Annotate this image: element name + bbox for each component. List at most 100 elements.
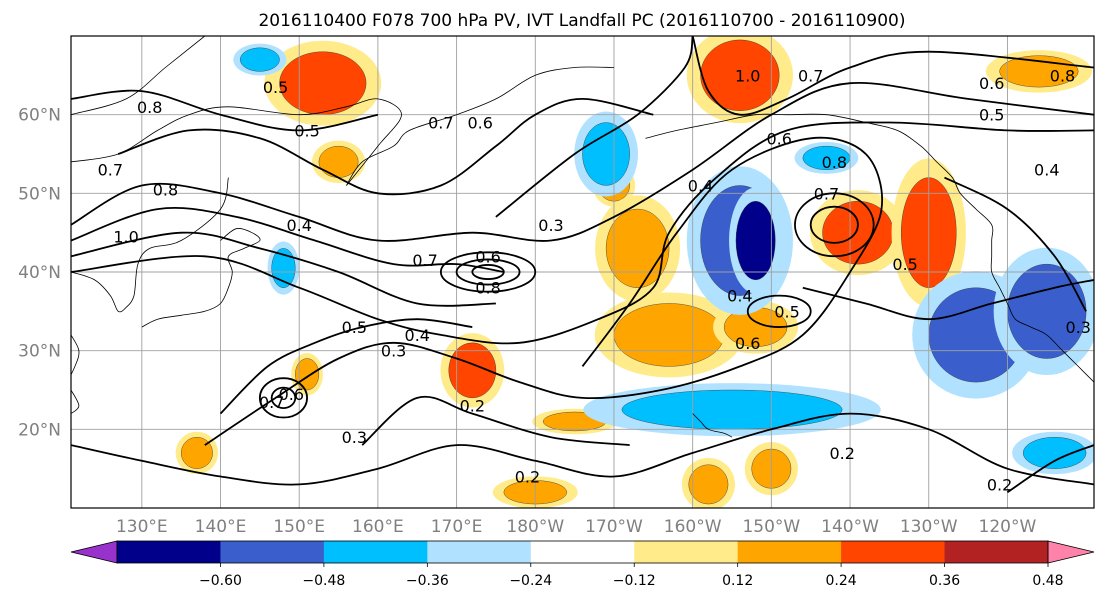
pv-closed-contour-3 [258, 377, 308, 419]
pv-contour-label-7: 0.7 [412, 251, 437, 270]
pv-contour-label-32: 0.6 [979, 74, 1004, 93]
pv-contour-label-20: 0.2 [515, 468, 540, 487]
lon-tick-label-10: 130°W [900, 517, 958, 537]
pv-contour-14 [1006, 444, 1094, 494]
colorbar-segment-4 [530, 541, 635, 563]
pv-contour-label-30: 0.5 [892, 255, 917, 274]
pv-contour-6 [71, 412, 1094, 486]
pv-contour-label-27: 0.4 [727, 287, 752, 306]
pv-contour-label-34: 0.4 [1034, 161, 1059, 180]
shaded-region-24 [239, 47, 280, 72]
colorbar-tick-label-8: 0.48 [1032, 573, 1063, 589]
pv-contour-0 [71, 81, 1094, 242]
pv-contour-label-19: 0.2 [460, 397, 485, 416]
pv-contour-2 [71, 231, 496, 307]
pv-closed-contour-5 [746, 294, 812, 328]
coastline-8 [692, 413, 733, 438]
pv-contour-8 [691, 36, 1094, 116]
colorbar-tick-label-6: 0.24 [826, 573, 857, 589]
pv-contour-label-6: 0.4 [286, 216, 311, 235]
colorbar-tick-label-7: 0.36 [929, 573, 960, 589]
lon-tick-label-2: 150°E [273, 517, 325, 537]
lon-tick-label-8: 150°W [742, 517, 800, 537]
pv-contour-5 [204, 136, 883, 446]
lon-tick-label-0: 130°E [116, 517, 168, 537]
shaded-region-18 [735, 201, 776, 281]
pv-contour-1 [71, 206, 504, 273]
lon-tick-label-1: 140°E [195, 517, 247, 537]
shaded-region-21 [1007, 263, 1087, 359]
pv-contour-label-0: 0.5 [263, 78, 288, 97]
pv-contour-label-36: 0.2 [829, 444, 854, 463]
pv-contour-label-5: 1.0 [113, 228, 138, 247]
pv-contour-9 [495, 36, 694, 218]
pv-contour-label-17: 0.6 [279, 385, 304, 404]
colorbar-tick-label-0: −0.60 [199, 573, 242, 589]
pv-contour-label-23: 0.6 [767, 129, 792, 148]
pv-contour-label-9: 0.8 [475, 279, 500, 298]
colorbar-segment-7 [841, 541, 946, 563]
pv-closed-contour-0 [439, 251, 537, 293]
lat-tick-label-1: 50°N [18, 184, 61, 204]
pv-contour-label-37: 0.2 [987, 475, 1012, 494]
colorbar-tick-label-3: −0.24 [509, 573, 552, 589]
coastline-6 [71, 389, 80, 414]
pv-contour-label-14: 0.4 [405, 326, 430, 345]
lon-tick-label-6: 170°W [585, 517, 643, 537]
colorbar-segment-0 [117, 541, 221, 563]
coastline-4 [141, 228, 261, 328]
figure-title: 2016110400 F078 700 hPa PV, IVT Landfall… [258, 11, 905, 31]
pv-contour-label-22: 0.7 [798, 66, 823, 85]
colorbar-segment-6 [737, 541, 842, 563]
coastline-7 [645, 113, 1094, 383]
pv-closed-contour-7 [809, 205, 859, 244]
colorbar-tick-labels: −0.60 −0.48 −0.36 −0.24 −0.12 0.12 0.24 0.36 0.4… [199, 563, 1064, 589]
shaded-region-10 [448, 342, 497, 399]
pv-contour-label-31: 0.5 [979, 106, 1004, 125]
pv-closed-contour-2 [471, 264, 505, 280]
pv-contour-4 [219, 318, 473, 415]
coastlines [71, 36, 1094, 438]
colorbar-segment-1 [220, 541, 325, 563]
pv-contour-label-33: 0.8 [1050, 66, 1075, 85]
pv-contour-label-2: 0.5 [294, 121, 319, 140]
coastline-2 [346, 66, 615, 186]
lat-tick-label-2: 40°N [18, 263, 61, 283]
pv-contour-label-21: 1.0 [735, 66, 760, 85]
colorbar-segment-2 [323, 541, 428, 563]
lon-tick-label-7: 160°W [664, 517, 722, 537]
shaded-region-1 [318, 145, 359, 178]
lon-tick-label-11: 120°W [979, 517, 1037, 537]
shaded-region-4 [700, 39, 780, 111]
pv-contour-label-18: 0.3 [342, 428, 367, 447]
colorbar-tick-label-2: −0.36 [406, 573, 449, 589]
pv-contour-13 [802, 279, 1094, 321]
pv-contour-labels: 0.50.80.50.70.81.00.40.7 0.60.80.7 0.60.30… [98, 66, 1091, 494]
pv-contour-label-3: 0.7 [98, 161, 123, 180]
pv-contour-label-11: 0.6 [467, 114, 492, 133]
shaded-region-12 [688, 464, 729, 505]
colorbar-tick-label-4: −0.12 [613, 573, 656, 589]
pv-contour-7 [361, 395, 630, 446]
colorbar-segment-8 [944, 541, 1049, 563]
colorbar-tick-label-5: 0.12 [722, 573, 753, 589]
colorbar-segment-5 [634, 541, 739, 563]
pv-contour-label-29: 0.6 [735, 334, 760, 353]
coastline-0 [71, 36, 206, 116]
shaded-region-15 [180, 436, 213, 469]
colorbar-segment-3 [427, 541, 532, 563]
pv-contour-label-16: 0.7 [259, 393, 284, 412]
pv-closed-contour-4 [270, 386, 297, 409]
lat-tick-label-0: 60°N [18, 106, 61, 126]
pv-contour-label-28: 0.5 [774, 302, 799, 321]
pv-contour-label-10: 0.7 [428, 114, 453, 133]
pv-contour-11 [71, 89, 379, 132]
pv-contour-label-4: 0.8 [153, 180, 178, 199]
pv-contour-label-8: 0.6 [475, 247, 500, 266]
pv-closed-contour-1 [455, 258, 521, 286]
longitude-tick-labels: 130°E 140°E 150°E 160°E 170°E 180°W 170°W 160°W… [116, 517, 1037, 537]
lat-tick-label-3: 30°N [18, 342, 61, 362]
pv-closed-contour-6 [794, 192, 875, 258]
lon-tick-label-9: 140°W [821, 517, 879, 537]
